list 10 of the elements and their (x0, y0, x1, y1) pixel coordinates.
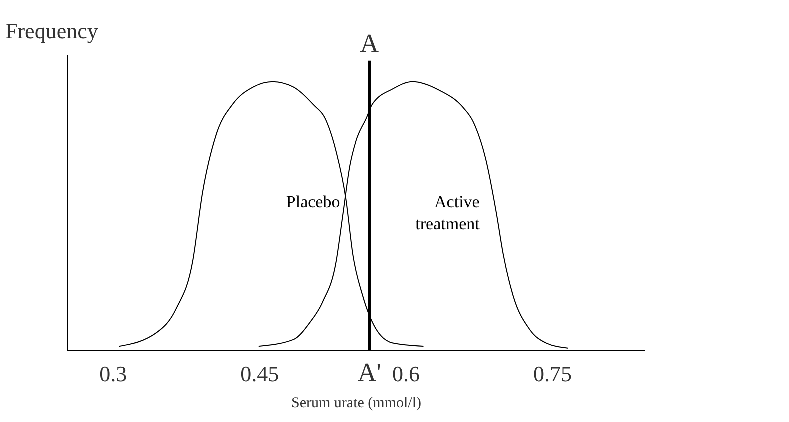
annotation: A' (358, 358, 382, 387)
x-tick-label: 0.3 (100, 362, 128, 386)
series-label: Placebo (286, 192, 340, 212)
x-tick-label: 0.45 (240, 362, 280, 386)
x-tick-label: 0.75 (533, 362, 572, 386)
ref-line-label: A (360, 28, 380, 58)
x-axis-title: Serum urate (mmol/l) (292, 396, 422, 412)
series-label: Active treatment (416, 192, 480, 234)
x-tick-label: 0.6 (392, 362, 420, 386)
y-axis-title: Frequency (6, 18, 98, 44)
